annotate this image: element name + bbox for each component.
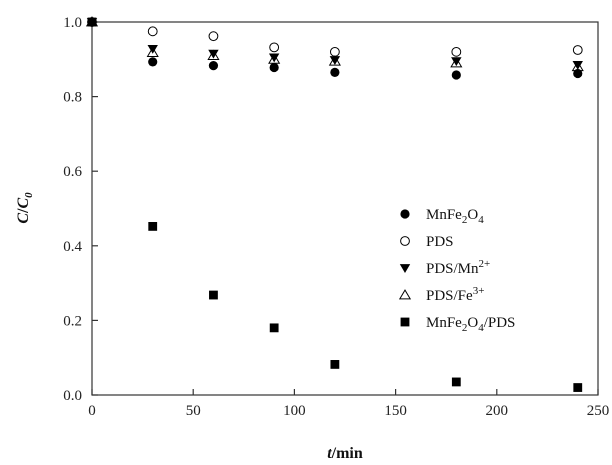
- x-tick-label: 50: [186, 403, 201, 419]
- data-point: [451, 377, 461, 387]
- data-point: [148, 57, 158, 67]
- x-tick-label: 250: [587, 403, 610, 419]
- data-point: [572, 60, 583, 70]
- legend-label: MnFe2O4/PDS: [426, 315, 515, 334]
- data-point: [148, 222, 158, 231]
- data-point: [330, 360, 340, 369]
- y-axis-label-c: C: [15, 213, 32, 224]
- x-tick-label: 100: [283, 403, 306, 419]
- data-point: [451, 57, 462, 67]
- legend: MnFe2O4 PDS PDS/Mn2+ PDS/Fe3+ MnFe2O4/PDS: [398, 207, 515, 334]
- x-axis-label-unit: /min: [331, 445, 363, 462]
- y-tick-label: 0.8: [63, 90, 82, 106]
- y-axis-label-slash: /: [15, 208, 32, 214]
- data-point: [268, 53, 280, 63]
- y-tick-label: 0.2: [63, 313, 82, 329]
- y-tick-label: 0.0: [63, 388, 82, 404]
- y-tick-label: 0.4: [63, 239, 82, 255]
- data-point: [330, 67, 340, 77]
- legend-marker: [400, 209, 410, 219]
- data-point: [208, 61, 219, 71]
- data-point: [572, 45, 583, 55]
- data-point: [269, 62, 279, 73]
- x-tick-label: 0: [88, 403, 96, 419]
- y-tick-label: 0.6: [63, 164, 82, 180]
- y-axis-label-c0: C: [15, 198, 32, 209]
- data-point: [209, 290, 218, 300]
- legend-marker: [399, 264, 411, 273]
- legend-marker: [400, 236, 410, 246]
- x-tick-label: 150: [384, 403, 407, 419]
- data-point: [329, 56, 341, 65]
- data-point: [87, 17, 97, 27]
- legend-marker: [398, 289, 412, 300]
- x-axis-label: t/min: [327, 445, 363, 462]
- data-point: [208, 49, 219, 59]
- y-axis-label: C/C0: [15, 192, 35, 224]
- legend-label: PDS: [426, 234, 454, 250]
- data-marks: [85, 16, 584, 392]
- y-axis-label-sub: 0: [23, 192, 35, 198]
- data-point: [147, 26, 158, 37]
- x-tick-label: 200: [486, 403, 509, 419]
- data-point: [269, 42, 280, 53]
- legend-label: PDS/Fe3+: [426, 285, 484, 304]
- data-point: [147, 44, 158, 54]
- x-axis-label-italic: t: [327, 445, 332, 462]
- legend-marker: [400, 317, 410, 327]
- data-point: [451, 46, 462, 57]
- plot-frame: [91, 21, 599, 396]
- legend-label: MnFe2O4: [426, 207, 484, 226]
- data-point: [329, 46, 340, 57]
- data-point: [269, 323, 279, 333]
- legend-label: PDS/Mn2+: [426, 258, 490, 277]
- data-point: [208, 31, 219, 42]
- data-point: [573, 68, 583, 79]
- data-point: [451, 70, 461, 80]
- data-point: [573, 383, 583, 392]
- axis-ticks: 0 50 100 150 200 250 0.0 0.2 0.4 0.6 0.8 1.0: [63, 15, 609, 419]
- y-tick-label: 1.0: [63, 15, 82, 31]
